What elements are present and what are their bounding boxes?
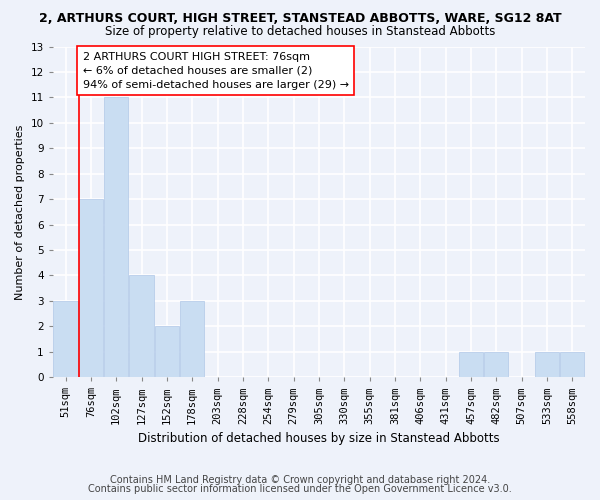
- Bar: [104, 98, 128, 377]
- Bar: [53, 301, 77, 377]
- Bar: [180, 301, 204, 377]
- Bar: [130, 276, 154, 377]
- Y-axis label: Number of detached properties: Number of detached properties: [15, 124, 25, 300]
- Bar: [459, 352, 483, 377]
- Text: 2, ARTHURS COURT, HIGH STREET, STANSTEAD ABBOTTS, WARE, SG12 8AT: 2, ARTHURS COURT, HIGH STREET, STANSTEAD…: [38, 12, 562, 26]
- Bar: [79, 199, 103, 377]
- Text: Size of property relative to detached houses in Stanstead Abbotts: Size of property relative to detached ho…: [105, 25, 495, 38]
- Bar: [560, 352, 584, 377]
- Bar: [484, 352, 508, 377]
- X-axis label: Distribution of detached houses by size in Stanstead Abbotts: Distribution of detached houses by size …: [138, 432, 500, 445]
- Bar: [535, 352, 559, 377]
- Bar: [155, 326, 179, 377]
- Text: 2 ARTHURS COURT HIGH STREET: 76sqm
← 6% of detached houses are smaller (2)
94% o: 2 ARTHURS COURT HIGH STREET: 76sqm ← 6% …: [83, 52, 349, 90]
- Text: Contains HM Land Registry data © Crown copyright and database right 2024.: Contains HM Land Registry data © Crown c…: [110, 475, 490, 485]
- Text: Contains public sector information licensed under the Open Government Licence v3: Contains public sector information licen…: [88, 484, 512, 494]
